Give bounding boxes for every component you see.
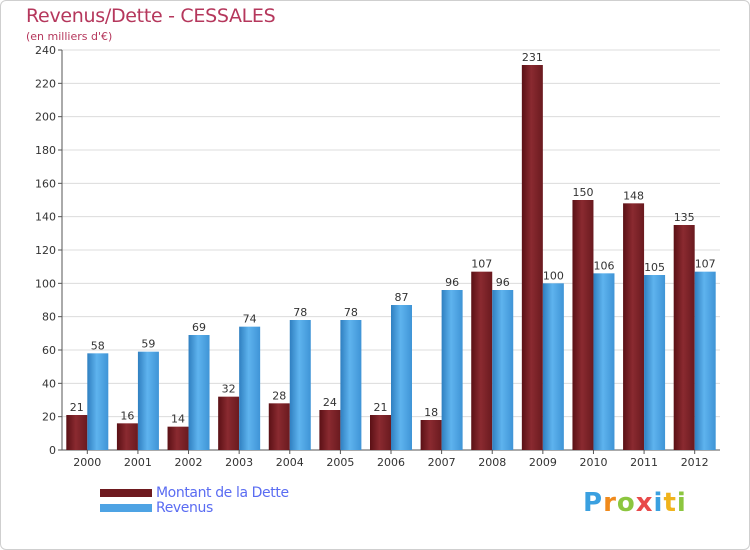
bar-debt (572, 200, 594, 450)
x-tick-label: 2009 (529, 456, 557, 469)
x-tick-label: 2004 (276, 456, 304, 469)
data-label-debt: 150 (572, 186, 593, 199)
logo-letter: i (676, 488, 687, 518)
legend-swatch-revenus (100, 504, 152, 512)
x-tick-label: 2002 (175, 456, 203, 469)
y-tick-label: 100 (35, 277, 56, 290)
bar-revenus (289, 320, 311, 450)
bar-revenus (542, 283, 564, 450)
y-tick-label: 20 (42, 411, 56, 424)
data-label-revenus: 107 (695, 258, 716, 271)
data-label-debt: 14 (171, 413, 185, 426)
bar-revenus (441, 290, 463, 450)
bar-debt (370, 415, 391, 450)
logo-letter: P (583, 488, 604, 518)
data-label-debt: 231 (522, 51, 543, 64)
data-label-revenus: 58 (91, 339, 105, 352)
y-tick-label: 140 (35, 211, 56, 224)
data-label-debt: 21 (374, 401, 388, 414)
bar-debt (319, 410, 341, 450)
data-label-debt: 21 (70, 401, 84, 414)
chart-subtitle: (en milliers d'€) (26, 30, 113, 43)
data-label-debt: 135 (674, 211, 695, 224)
data-label-revenus: 74 (243, 313, 257, 326)
bar-revenus (137, 351, 159, 450)
data-label-debt: 107 (471, 258, 492, 271)
logo-letter: o (616, 488, 636, 518)
bar-revenus (87, 353, 109, 450)
proxiti-logo: Proxiti (583, 488, 687, 518)
bar-debt (116, 423, 138, 450)
legend-swatch-debt (100, 489, 152, 497)
bar-revenus (391, 305, 412, 450)
bar-revenus (340, 320, 362, 450)
legend-label-debt: Montant de la Dette (156, 485, 289, 501)
data-label-debt: 148 (623, 189, 644, 202)
x-tick-label: 2005 (326, 456, 354, 469)
bar-revenus (188, 335, 210, 450)
bar-debt (268, 403, 290, 450)
legend-item-revenus: Revenus (100, 500, 213, 516)
data-label-revenus: 87 (395, 291, 409, 304)
bars (66, 65, 716, 450)
bar-revenus (644, 275, 666, 450)
x-tick-label: 2011 (630, 456, 658, 469)
data-label-revenus: 59 (141, 338, 155, 351)
data-label-revenus: 69 (192, 321, 206, 334)
x-tick-label: 2000 (73, 456, 101, 469)
x-tick-label: 2007 (428, 456, 456, 469)
bar-debt (623, 203, 645, 450)
bar-revenus (239, 326, 261, 450)
y-tick-label: 120 (35, 244, 56, 257)
logo-letter: t (663, 488, 677, 518)
bar-debt (673, 225, 695, 450)
y-tick-label: 40 (42, 377, 56, 390)
data-label-debt: 18 (424, 406, 438, 419)
bar-debt (420, 420, 442, 450)
x-tick-label: 2012 (681, 456, 709, 469)
bar-revenus (694, 271, 716, 450)
bar-revenus (492, 290, 514, 450)
data-label-revenus: 105 (644, 261, 665, 274)
x-tick-label: 2010 (579, 456, 607, 469)
x-tick-label: 2006 (377, 456, 405, 469)
data-label-revenus: 100 (543, 269, 564, 282)
chart-title: Revenus/Dette - CESSALES (26, 5, 276, 27)
y-tick-label: 220 (35, 77, 56, 90)
bar-debt (471, 271, 493, 450)
legend-label-revenus: Revenus (156, 500, 213, 516)
data-label-debt: 16 (120, 409, 134, 422)
bar-debt (66, 415, 88, 450)
y-tick-label: 160 (35, 177, 56, 190)
x-tick-label: 2001 (124, 456, 152, 469)
bar-debt (167, 426, 189, 450)
data-label-debt: 28 (272, 389, 286, 402)
logo-letter: r (603, 488, 617, 518)
axes: 0 20 40 60 80 100 120 140 160 180 200 220 240 2000 200… (35, 44, 720, 469)
data-label-revenus: 78 (293, 306, 307, 319)
x-tick-label: 2008 (478, 456, 506, 469)
data-label-debt: 24 (323, 396, 337, 409)
data-label-debt: 32 (222, 383, 236, 396)
logo-letter: x (635, 488, 654, 518)
data-label-revenus: 106 (593, 259, 614, 272)
data-label-revenus: 96 (496, 276, 510, 289)
data-label-revenus: 96 (445, 276, 459, 289)
y-tick-label: 240 (35, 44, 56, 57)
x-tick-label: 2003 (225, 456, 253, 469)
bar-revenus (593, 273, 615, 450)
bar-debt (218, 396, 240, 450)
y-tick-label: 0 (49, 444, 56, 457)
legend-item-debt: Montant de la Dette (100, 485, 289, 501)
bar-debt (521, 65, 543, 450)
data-labels: 21 58 16 59 14 69 32 74 28 78 24 78 21 87 18 96 107 96 231… (70, 51, 716, 426)
y-tick-label: 200 (35, 111, 56, 124)
logo-letter: i (653, 488, 664, 518)
y-tick-label: 80 (42, 311, 56, 324)
y-tick-label: 60 (42, 344, 56, 357)
y-tick-label: 180 (35, 144, 56, 157)
data-label-revenus: 78 (344, 306, 358, 319)
